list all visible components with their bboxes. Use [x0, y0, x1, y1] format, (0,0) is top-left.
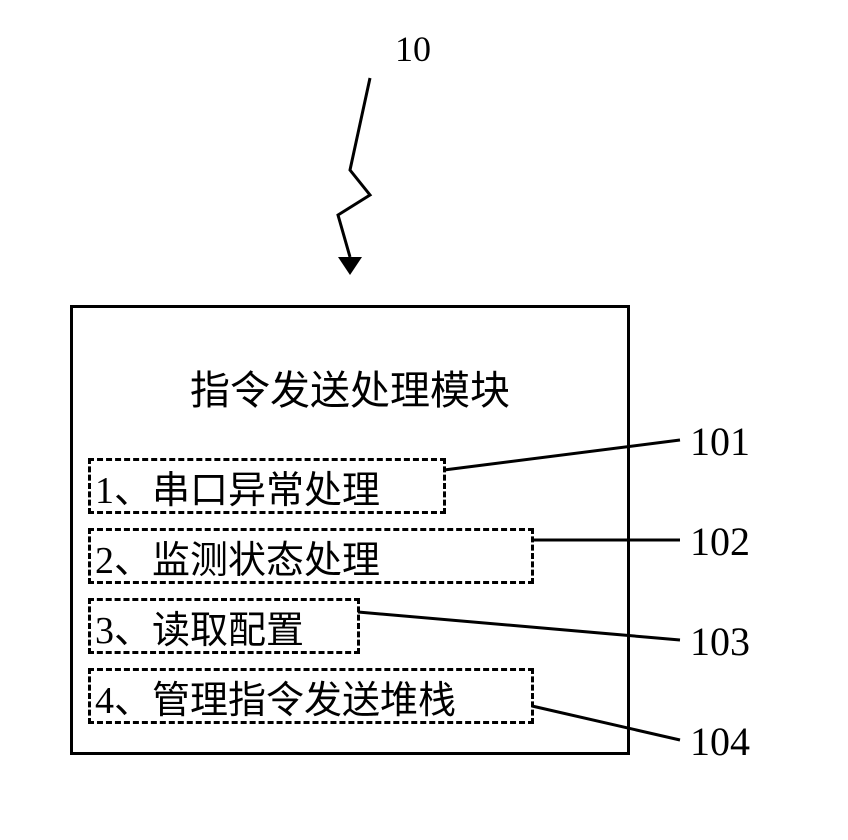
item-label: 3、读取配置: [95, 599, 304, 654]
item-serial-exception: 1、串口异常处理: [88, 458, 446, 514]
item-manage-stack: 4、管理指令发送堆栈: [88, 668, 534, 724]
item-label: 4、管理指令发送堆栈: [95, 669, 456, 724]
reference-label-101: 101: [690, 418, 750, 465]
item-monitor-status: 2、监测状态处理: [88, 528, 534, 584]
item-label: 1、串口异常处理: [95, 459, 380, 514]
reference-label-103: 103: [690, 618, 750, 665]
item-read-config: 3、读取配置: [88, 598, 360, 654]
main-reference-label: 10: [395, 28, 431, 70]
module-box: 指令发送处理模块 1、串口异常处理 2、监测状态处理 3、读取配置 4、管理指令…: [70, 305, 630, 755]
reference-label-102: 102: [690, 518, 750, 565]
reference-label-104: 104: [690, 718, 750, 765]
item-label: 2、监测状态处理: [95, 529, 380, 584]
module-title: 指令发送处理模块: [73, 358, 627, 416]
